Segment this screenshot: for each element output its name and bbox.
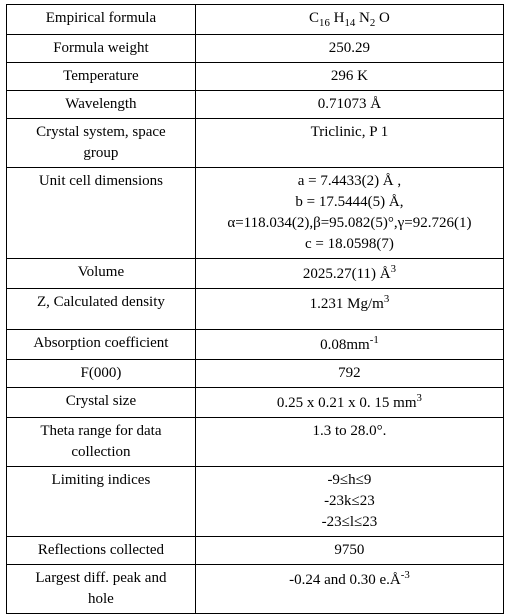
row-label: Z, Calculated density (7, 289, 196, 330)
row-value: C16 H14 N2 O (195, 5, 503, 35)
row-value: 2025.27(11) Å3 (195, 259, 503, 289)
row-label: Unit cell dimensions (7, 168, 196, 259)
row-value: a = 7.4433(2) Å ,b = 17.5444(5) Å,α=118.… (195, 168, 503, 259)
table-row: Wavelength0.71073 Å (7, 91, 504, 119)
row-label: Formula weight (7, 35, 196, 63)
row-label: Crystal size (7, 388, 196, 418)
row-value: 250.29 (195, 35, 503, 63)
table-row: Unit cell dimensionsa = 7.4433(2) Å ,b =… (7, 168, 504, 259)
table-row: F(000)792 (7, 360, 504, 388)
row-label: Limiting indices (7, 467, 196, 537)
table-row: Reflections collected9750 (7, 537, 504, 565)
row-value: 792 (195, 360, 503, 388)
table-body: Empirical formulaC16 H14 N2 OFormula wei… (7, 5, 504, 614)
row-label: Volume (7, 259, 196, 289)
row-label: Empirical formula (7, 5, 196, 35)
row-value: 296 K (195, 63, 503, 91)
row-value: 0.71073 Å (195, 91, 503, 119)
table-row: Absorption coefficient0.08mm-1 (7, 330, 504, 360)
row-label: Crystal system, spacegroup (7, 119, 196, 168)
table-row: Largest diff. peak andhole-0.24 and 0.30… (7, 565, 504, 614)
table-row: Volume2025.27(11) Å3 (7, 259, 504, 289)
table-row: Empirical formulaC16 H14 N2 O (7, 5, 504, 35)
row-label: F(000) (7, 360, 196, 388)
table-row: Crystal size0.25 x 0.21 x 0. 15 mm3 (7, 388, 504, 418)
table-row: Z, Calculated density1.231 Mg/m3 (7, 289, 504, 330)
row-label: Theta range for datacollection (7, 418, 196, 467)
row-value: 1.3 to 28.0°. (195, 418, 503, 467)
row-label: Reflections collected (7, 537, 196, 565)
row-label: Absorption coefficient (7, 330, 196, 360)
row-value: Triclinic, P 1 (195, 119, 503, 168)
table-row: Limiting indices-9≤h≤9-23k≤23-23≤l≤23 (7, 467, 504, 537)
row-label: Temperature (7, 63, 196, 91)
crystal-data-table: Empirical formulaC16 H14 N2 OFormula wei… (6, 4, 504, 614)
table-row: Temperature296 K (7, 63, 504, 91)
row-value: -0.24 and 0.30 e.Å-3 (195, 565, 503, 614)
row-value: 9750 (195, 537, 503, 565)
row-value: 0.25 x 0.21 x 0. 15 mm3 (195, 388, 503, 418)
row-label: Wavelength (7, 91, 196, 119)
row-value: -9≤h≤9-23k≤23-23≤l≤23 (195, 467, 503, 537)
table-row: Theta range for datacollection1.3 to 28.… (7, 418, 504, 467)
table-row: Formula weight250.29 (7, 35, 504, 63)
table-row: Crystal system, spacegroupTriclinic, P 1 (7, 119, 504, 168)
row-value: 0.08mm-1 (195, 330, 503, 360)
row-label: Largest diff. peak andhole (7, 565, 196, 614)
row-value: 1.231 Mg/m3 (195, 289, 503, 330)
